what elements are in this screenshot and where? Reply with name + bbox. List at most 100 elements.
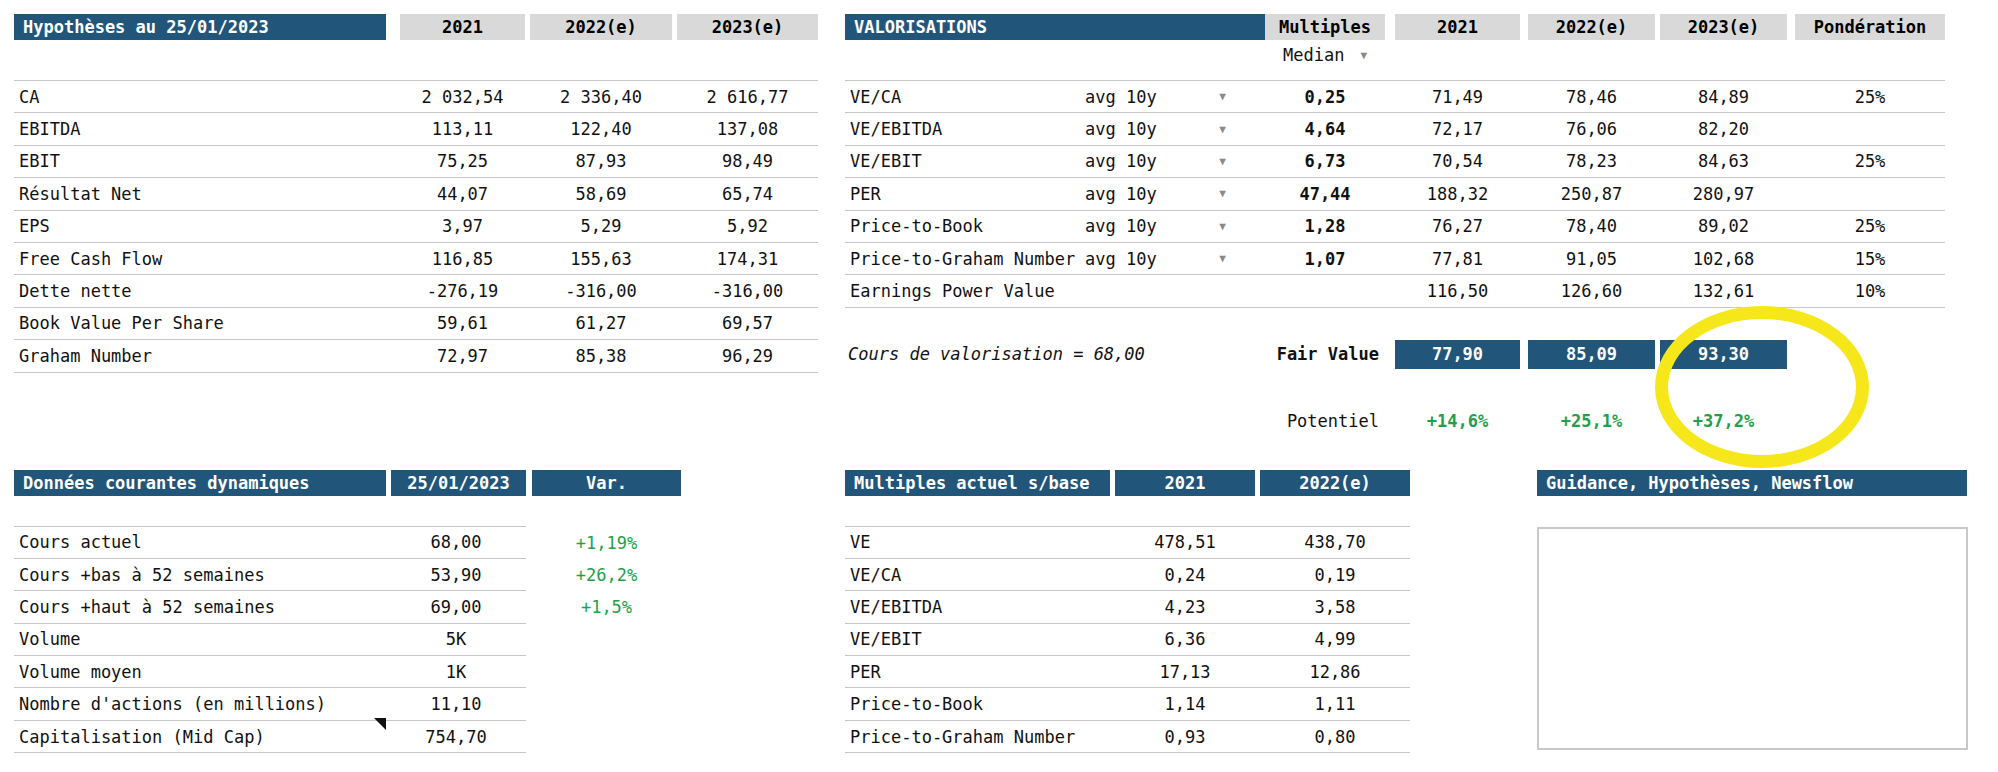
chevron-down-icon[interactable]: ▼	[1195, 124, 1250, 135]
value-2021: 72,17	[1395, 119, 1520, 139]
value-2021: 3,97	[400, 216, 525, 236]
value-2021: 77,81	[1395, 249, 1520, 269]
value-2021: 44,07	[400, 184, 525, 204]
value-2021: 188,32	[1395, 184, 1520, 204]
ponderation-value: 25%	[1795, 151, 1945, 171]
multiple-value: 1,28	[1265, 216, 1385, 236]
potentiel-2022e: +25,1%	[1528, 411, 1655, 431]
value-2022e: 61,27	[530, 313, 672, 333]
fair-value-2022e: 85,09	[1528, 340, 1655, 369]
hypotheses-title: Hypothèses au 25/01/2023	[14, 14, 386, 40]
period-selector[interactable]: avg 10y	[1085, 119, 1195, 139]
value-2023e: 69,57	[677, 313, 818, 333]
chevron-down-icon[interactable]: ▼	[1195, 156, 1250, 167]
value-2023e: 280,97	[1660, 184, 1787, 204]
chevron-down-icon[interactable]: ▼	[1195, 253, 1250, 264]
multiples-actuels-rows: VE 478,51 438,70 VE/CA 0,24 0,19 VE/EBIT…	[845, 527, 1410, 754]
column-header-date: 25/01/2023	[391, 470, 526, 496]
potentiel-row: Potentiel +14,6% +25,1% +37,2%	[845, 406, 1945, 436]
value-2022e: 1,11	[1260, 694, 1410, 714]
row-label: EBITDA	[14, 119, 386, 139]
period-selector[interactable]: avg 10y	[1085, 216, 1195, 236]
guidance-notes-box[interactable]	[1537, 527, 1968, 750]
value-2022e: 78,23	[1528, 151, 1655, 171]
value-2021: 478,51	[1115, 532, 1255, 552]
value-2021: 0,24	[1115, 565, 1255, 585]
value-2022e: 126,60	[1528, 281, 1655, 301]
donnees-table: Données courantes dynamiques 25/01/2023 …	[14, 470, 681, 753]
current-value: 69,00	[386, 591, 526, 623]
multiple-value: 1,07	[1265, 249, 1385, 269]
table-row: Volume moyen 1K	[14, 656, 681, 688]
chevron-down-icon[interactable]: ▼	[1195, 221, 1250, 232]
row-label: Résultat Net	[14, 184, 386, 204]
value-2021: 76,27	[1395, 216, 1520, 236]
chevron-down-icon[interactable]: ▼	[1195, 91, 1250, 102]
median-selector-label: Median	[1283, 45, 1344, 65]
table-row: Free Cash Flow 116,85 155,63 174,31	[14, 243, 818, 275]
multiple-value: 6,73	[1265, 151, 1385, 171]
guidance-title: Guidance, Hypothèses, Newsflow	[1537, 470, 1967, 496]
column-header-multiples: Multiples	[1265, 14, 1385, 40]
current-value: 68,00	[386, 527, 526, 559]
period-selector[interactable]: avg 10y	[1085, 184, 1195, 204]
chevron-down-icon[interactable]: ▼	[1195, 188, 1250, 199]
variation-value: +1,19%	[532, 533, 681, 553]
row-label: Volume	[14, 624, 386, 656]
table-row: EBITDA 113,11 122,40 137,08	[14, 113, 818, 145]
variation-value: +1,5%	[532, 597, 681, 617]
row-label: EBIT	[14, 151, 386, 171]
row-label: Volume moyen	[14, 656, 386, 688]
row-label: Cours actuel	[14, 527, 386, 559]
table-row: Capitalisation (Mid Cap) 754,70	[14, 721, 681, 753]
potentiel-2023e: +37,2%	[1660, 411, 1787, 431]
table-row: CA 2 032,54 2 336,40 2 616,77	[14, 81, 818, 113]
value-2021: 116,50	[1395, 281, 1520, 301]
hypotheses-header: Hypothèses au 25/01/2023 2021 2022(e) 20…	[14, 14, 818, 40]
value-2022e: 91,05	[1528, 249, 1655, 269]
current-value: 1K	[386, 656, 526, 688]
table-row: PER avg 10y ▼ 47,44 188,32 250,87 280,97	[845, 178, 1945, 210]
median-selector-row: Median ▼	[845, 40, 1945, 70]
multiple-value: 4,64	[1265, 119, 1385, 139]
period-selector[interactable]: avg 10y	[1085, 151, 1195, 171]
period-selector[interactable]: avg 10y	[1085, 87, 1195, 107]
table-row: Cours actuel 68,00 +1,19%	[14, 527, 681, 559]
value-2023e: 98,49	[677, 151, 818, 171]
ponderation-value: 25%	[1795, 216, 1945, 236]
value-2023e: 84,89	[1660, 87, 1787, 107]
table-row: VE/CA 0,24 0,19	[845, 559, 1410, 591]
valuation-dashboard: Hypothèses au 25/01/2023 2021 2022(e) 20…	[0, 0, 1998, 772]
hypotheses-table: Hypothèses au 25/01/2023 2021 2022(e) 20…	[14, 14, 818, 373]
row-label: Book Value Per Share	[14, 313, 386, 333]
row-label: VE/EBIT	[845, 151, 1085, 171]
value-2021: 116,85	[400, 249, 525, 269]
value-2021: 71,49	[1395, 87, 1520, 107]
table-row: VE/EBIT 6,36 4,99	[845, 624, 1410, 656]
fair-value-2021: 77,90	[1395, 340, 1520, 369]
multiples-actuels-table: Multiples actuel s/base 2021 2022(e) VE …	[845, 470, 1410, 753]
table-row: VE/EBIT avg 10y ▼ 6,73 70,54 78,23 84,63…	[845, 146, 1945, 178]
column-header-2023e: 2023(e)	[677, 14, 818, 40]
period-selector[interactable]: avg 10y	[1085, 249, 1195, 269]
value-2021: -276,19	[400, 281, 525, 301]
median-selector[interactable]: Median ▼	[1265, 45, 1385, 65]
fair-value-label: Fair Value	[1265, 344, 1385, 364]
multiple-value: 47,44	[1265, 184, 1385, 204]
table-row: Cours +bas à 52 semaines 53,90 +26,2%	[14, 559, 681, 591]
column-header-2021: 2021	[400, 14, 525, 40]
value-2021: 1,14	[1115, 694, 1255, 714]
row-label: VE/EBITDA	[845, 597, 1110, 617]
value-2022e: 122,40	[530, 119, 672, 139]
value-2022e: 78,46	[1528, 87, 1655, 107]
column-header-var: Var.	[532, 470, 681, 496]
value-2021: 2 032,54	[400, 87, 525, 107]
table-row: Price-to-Graham Number avg 10y ▼ 1,07 77…	[845, 243, 1945, 275]
donnees-rows: Cours actuel 68,00 +1,19% Cours +bas à 5…	[14, 527, 681, 754]
table-row: Résultat Net 44,07 58,69 65,74	[14, 178, 818, 210]
value-2022e: 2 336,40	[530, 87, 672, 107]
table-row: VE/CA avg 10y ▼ 0,25 71,49 78,46 84,89 2…	[845, 81, 1945, 113]
value-2021: 113,11	[400, 119, 525, 139]
row-label: Graham Number	[14, 346, 386, 366]
column-header-2022e: 2022(e)	[1528, 14, 1655, 40]
